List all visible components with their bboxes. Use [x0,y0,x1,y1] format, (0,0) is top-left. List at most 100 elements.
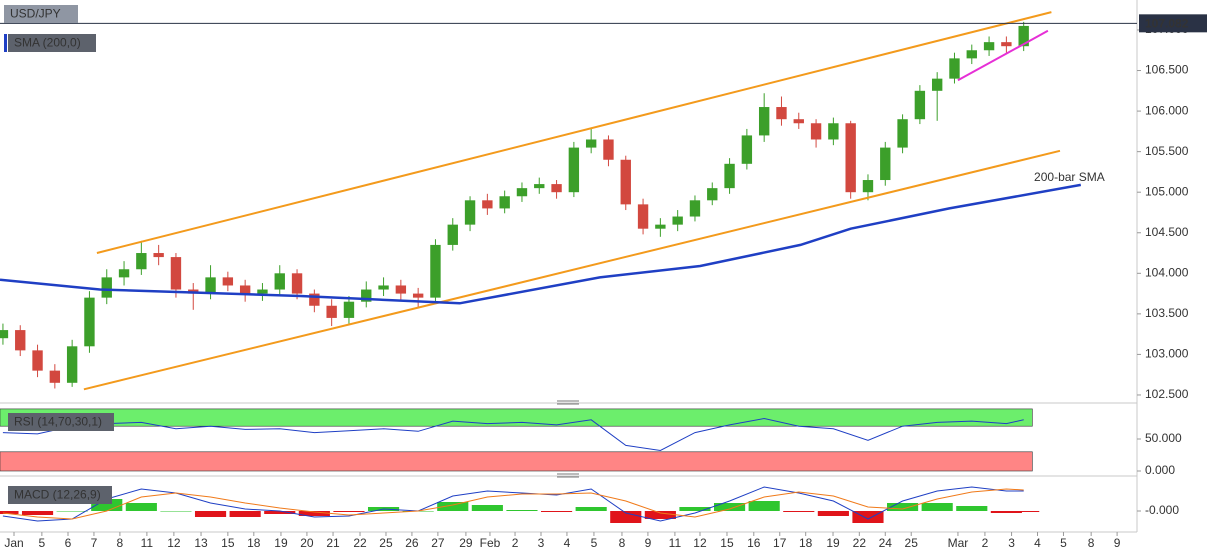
signal-line [2,488,1024,520]
x-tick-label: Feb [480,536,501,550]
x-tick-label: 11 [669,536,682,550]
x-tick-label: 25 [905,536,919,550]
x-tick-label: 18 [799,536,813,550]
x-tick-label: 18 [247,536,261,550]
chart-title-box [4,5,78,23]
candle-body [395,285,407,294]
candle-body [15,330,26,351]
candle-body [499,196,510,209]
candle-body [707,188,718,201]
macd-histogram-bar [644,511,676,519]
macd-histogram-bar [748,501,780,511]
divider-handle[interactable] [557,473,579,478]
candle-body [66,346,78,383]
macd-histogram-bar [852,511,884,523]
candle-body [672,216,683,225]
macd-histogram-bar [921,503,953,511]
candle-body [637,204,649,229]
x-tick-label: 2 [512,536,519,550]
sma-legend-swatch [4,34,7,52]
x-tick-label: 21 [326,536,340,550]
x-tick-label: 13 [194,536,208,550]
candle-body [326,305,337,318]
x-tick-label: 4 [1034,536,1041,550]
candle-body [482,200,493,209]
candle-body [49,370,61,383]
trend-line [96,11,1052,254]
macd-histogram-bar [887,503,919,511]
candle-body [551,184,562,193]
y-tick-label: 105.000 [1145,184,1189,198]
candle-body [983,42,995,51]
candle-body [949,58,960,79]
x-tick-label: 12 [693,536,707,550]
candle-body [620,159,631,205]
x-tick-label: 22 [853,536,867,550]
x-tick-label: 25 [379,536,393,550]
x-tick-label: 2 [982,536,989,550]
candle-body [931,78,943,91]
candle-body [205,277,216,294]
candle-body [828,123,839,140]
candle-body [862,180,874,193]
macd-histogram-bar [298,511,330,516]
trend-line [957,29,1049,82]
candle-body [136,253,147,270]
macd-title-box [8,486,112,504]
x-tick-label: 26 [405,536,419,550]
macd-histogram-bar [21,511,54,515]
macd-histogram-bar [56,511,88,512]
y-tick-label: 106.000 [1145,103,1189,117]
macd-histogram-bar [990,511,1022,513]
candle-body [274,273,285,290]
macd-histogram-bar [1008,511,1040,512]
candle-body [689,200,701,217]
x-tick-label: 8 [619,536,626,550]
macd-histogram-bar [264,511,296,514]
macd-histogram-bar [471,505,503,511]
candle-body [793,119,804,124]
y-tick-label: 102.500 [1145,387,1189,401]
macd-histogram-bar [956,506,988,511]
divider-handle[interactable] [557,400,579,405]
x-tick-label: 12 [167,536,181,550]
y-tick-label: 103.500 [1145,306,1189,320]
sma-line [0,183,1082,305]
candle-body [412,293,424,298]
candle-body [845,123,856,193]
candle-body [810,123,822,140]
x-tick-label: 5 [39,536,46,550]
candle-body [430,244,441,298]
sma-legend-box [8,34,96,52]
macd-histogram-bar [679,507,711,511]
x-tick-label: 3 [1008,536,1015,550]
x-tick-label: 5 [591,536,598,550]
candle-body [585,139,597,148]
x-tick-label: 27 [431,536,445,550]
macd-histogram-bar [333,511,365,512]
y-tick-label: 104.000 [1145,265,1189,279]
macd-histogram-bar [0,511,19,514]
candle-body [343,301,355,318]
macd-histogram-bar [713,503,746,511]
candle-body [897,119,908,148]
candle-body [568,147,580,193]
candle-body [603,139,614,160]
candle-body [447,224,458,245]
candle-body [118,269,130,278]
candle-body [378,285,389,290]
x-tick-label: 9 [1114,536,1121,550]
candle-body [291,273,303,294]
candle-body [966,50,977,59]
candle-body [516,188,528,197]
candle-body [84,297,95,347]
x-tick-label: 6 [65,536,72,550]
x-tick-label: 3 [538,536,545,550]
x-tick-label: 4 [564,536,571,550]
candle-body [534,184,545,189]
candle-body [239,285,251,294]
last-price-box [1139,14,1207,33]
x-tick-label: 16 [747,536,761,550]
candle-body [464,200,476,225]
y-tick-label: 104.500 [1145,225,1189,239]
